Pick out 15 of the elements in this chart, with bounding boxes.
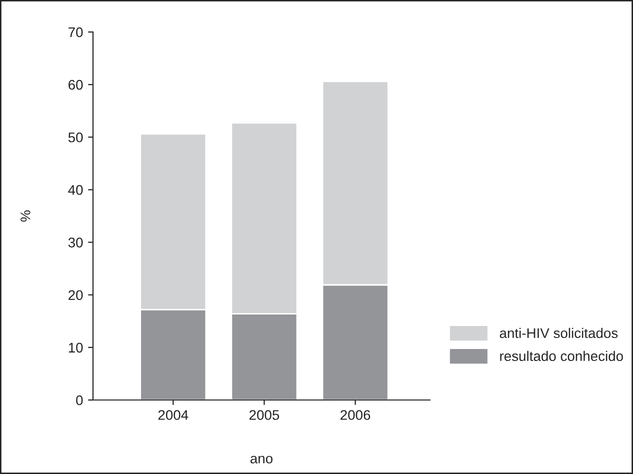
legend-label: anti-HIV solicitados [500,328,618,338]
x-tick-label: 2006 [340,410,370,420]
y-tick-label: 50 [68,132,83,142]
y-tick-label: 40 [68,185,83,195]
y-tick-label: 30 [68,238,83,248]
y-tick-label: 10 [68,342,83,353]
x-axis-title: ano [250,456,273,464]
y-tick-label: 0 [76,395,83,406]
legend-label: resultado conhecido [500,350,623,362]
y-axis-title: % [20,210,30,222]
x-tick-label: 2004 [158,410,188,420]
y-tick-label: 20 [68,290,83,300]
y-tick-label: 70 [68,27,83,38]
x-tick-label: 2005 [249,410,280,420]
y-tick-label: 60 [68,80,83,90]
